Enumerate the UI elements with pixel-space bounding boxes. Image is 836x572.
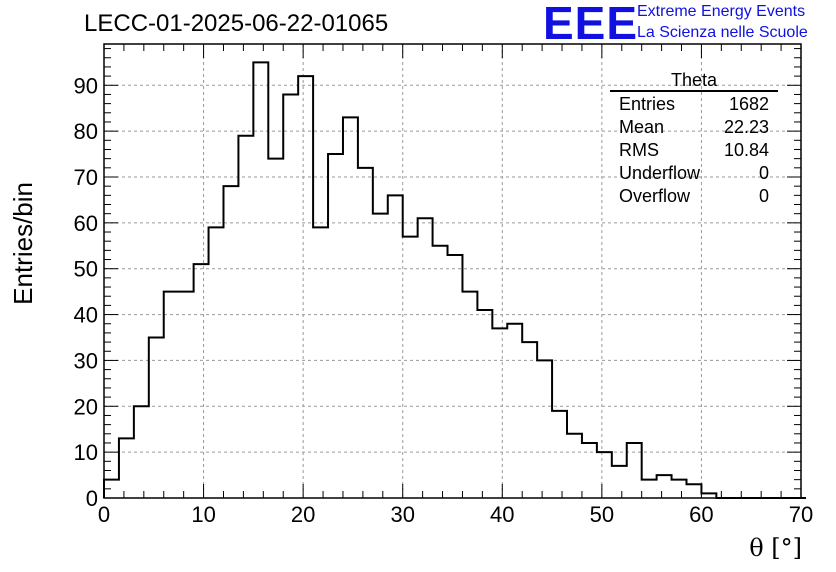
x-axis-label: θ [°]	[749, 534, 802, 562]
stats-row-mean: Mean 22.23	[610, 116, 778, 139]
x-tick-label: 0	[98, 502, 110, 527]
x-tick-label: 60	[689, 502, 713, 527]
stats-value: 0	[758, 163, 769, 183]
y-tick-label: 0	[86, 486, 98, 511]
x-tick-label: 40	[490, 502, 514, 527]
stats-value: 10.84	[723, 140, 769, 160]
stats-row-underflow: Underflow 0	[610, 162, 778, 185]
grid-lines	[104, 44, 801, 498]
histogram-series	[103, 61, 806, 499]
y-tick-label: 70	[74, 165, 98, 190]
stats-row-rms: RMS 10.84	[610, 139, 778, 162]
stats-title: Theta	[670, 70, 718, 90]
x-tick-label: 30	[390, 502, 414, 527]
y-axis-label-text: Entries/bin	[8, 182, 38, 305]
stats-label: Mean	[619, 117, 665, 137]
axis-tick-labels: 0 10 20 30 40 50 60 70 0 10 20 30 40 50 60 70 80 90	[74, 73, 814, 527]
logo-line-2: La Scienza nelle Scuole	[637, 24, 808, 41]
logo-line-1: Extreme Energy Events	[637, 3, 806, 20]
x-tick-label: 10	[191, 502, 215, 527]
stats-value: 0	[758, 186, 769, 206]
x-tick-label: 50	[590, 502, 614, 527]
y-tick-label: 20	[74, 394, 98, 419]
stats-divider	[610, 90, 778, 92]
stats-value: 22.23	[723, 117, 769, 137]
stats-label: Overflow	[619, 186, 691, 206]
stats-label: RMS	[619, 140, 659, 160]
y-tick-label: 10	[74, 440, 98, 465]
stats-row-entries: Entries 1682	[610, 93, 778, 116]
stats-value: 1682	[728, 94, 769, 114]
chart-title: LECC-01-2025-06-22-01065	[84, 10, 389, 37]
stats-box: Theta Entries 1682 Mean 22.23 RMS 10.84 …	[610, 71, 778, 208]
x-tick-label: 70	[789, 502, 813, 527]
axis-ticks	[103, 44, 802, 499]
eee-logo: EEE	[543, 0, 639, 49]
y-tick-label: 80	[74, 119, 98, 144]
y-tick-label: 60	[74, 211, 98, 236]
x-tick-label: 20	[291, 502, 315, 527]
stats-row-overflow: Overflow 0	[610, 185, 778, 208]
stats-label: Underflow	[619, 163, 701, 183]
y-tick-label: 50	[74, 257, 98, 282]
y-tick-label: 90	[74, 73, 98, 98]
y-tick-label: 40	[74, 303, 98, 328]
stats-label: Entries	[619, 94, 676, 114]
histogram-outline	[103, 61, 806, 499]
y-tick-label: 30	[74, 348, 98, 373]
plot-frame	[103, 43, 802, 499]
